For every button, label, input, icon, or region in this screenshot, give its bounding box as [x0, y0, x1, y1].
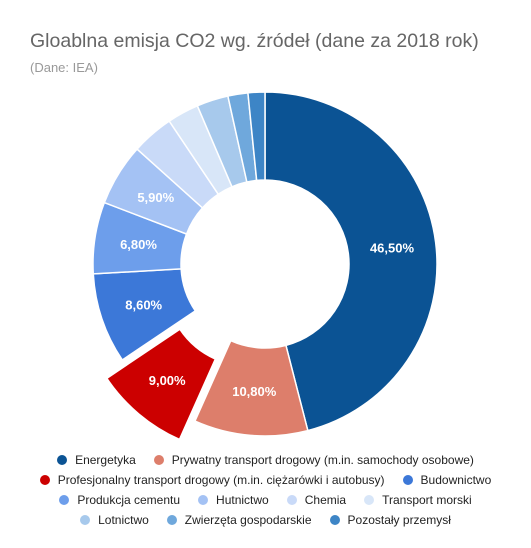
legend-item-lotnictwo: Lotnictwo: [80, 513, 149, 527]
legend: Energetyka Prywatny transport drogowy (m.…: [0, 450, 531, 530]
legend-row: Lotnictwo Zwierzęta gospodarskie Pozostały…: [0, 510, 531, 530]
legend-item-produkcja-cementu: Produkcja cementu: [59, 493, 180, 507]
legend-item-budownictwo: Budownictwo: [402, 473, 492, 487]
legend-swatch-icon: [329, 515, 340, 525]
legend-label: Profesjonalny transport drogowy (m.in. c…: [57, 473, 385, 487]
slice-prywatny-transport-drogowy-m-in-samochody-osobowe: [193, 339, 309, 437]
slice-label-produkcja-cementu: 6,80%: [120, 237, 157, 252]
legend-swatch-icon: [364, 495, 375, 505]
legend-label: Budownictwo: [420, 473, 492, 487]
donut-chart: 46,50% 10,80% 9,00% 8,60% 6,80% 5,90%: [92, 91, 438, 441]
slice-profesjonalny-transport-drogowy-m-in-ciezarowki-i-autobusy: [105, 328, 217, 441]
slice-pozostaly-przemysl: [247, 91, 266, 182]
legend-swatch-icon: [153, 455, 164, 465]
legend-row: Produkcja cementu Hutnictwo Chemia Transpor…: [0, 490, 531, 510]
slice-label-profesjonalny-transport-drogowy-m-in-ciezarowki-i-autobusy: 9,00%: [149, 373, 186, 388]
legend-swatch-icon: [59, 495, 70, 505]
slice-label-prywatny-transport-drogowy-m-in-samochody-osobowe: 10,80%: [232, 384, 277, 399]
legend-swatch-icon: [402, 475, 413, 485]
legend-label: Chemia: [304, 493, 347, 507]
legend-label: Energetyka: [75, 453, 136, 467]
chart-title: Gloablna emisja CO2 wg. źródeł (dane za …: [30, 30, 479, 52]
legend-label: Zwierzęta gospodarskie: [184, 513, 312, 527]
legend-item-chemia: Chemia: [286, 493, 347, 507]
legend-swatch-icon: [57, 455, 68, 465]
legend-swatch-icon: [286, 495, 297, 505]
slice-label-budownictwo: 8,60%: [125, 297, 162, 312]
legend-item-profesjonalny-transport-drogowy-m-in-ciezarowki-i-autobusy: Profesjonalny transport drogowy (m.in. c…: [39, 473, 385, 487]
legend-item-energetyka: Energetyka: [57, 453, 136, 467]
legend-label: Transport morski: [382, 493, 472, 507]
legend-item-zwierzeta-gospodarskie: Zwierzęta gospodarskie: [166, 513, 312, 527]
legend-item-prywatny-transport-drogowy-m-in-samochody-osobowe: Prywatny transport drogowy (m.in. samoch…: [153, 453, 474, 467]
legend-label: Prywatny transport drogowy (m.in. samoch…: [171, 453, 474, 467]
legend-swatch-icon: [166, 515, 177, 525]
legend-row: Profesjonalny transport drogowy (m.in. c…: [0, 470, 531, 490]
chart-subtitle: (Dane: IEA): [30, 60, 98, 75]
legend-swatch-icon: [198, 495, 209, 505]
legend-item-pozostaly-przemysl: Pozostały przemysł: [329, 513, 451, 527]
legend-swatch-icon: [80, 515, 91, 525]
legend-row: Energetyka Prywatny transport drogowy (m.…: [0, 450, 531, 470]
legend-item-hutnictwo: Hutnictwo: [198, 493, 269, 507]
slice-label-hutnictwo: 5,90%: [137, 190, 174, 205]
legend-item-transport-morski: Transport morski: [364, 493, 472, 507]
legend-label: Lotnictwo: [98, 513, 149, 527]
legend-label: Produkcja cementu: [77, 493, 181, 507]
slice-energetyka: [264, 91, 438, 432]
legend-label: Pozostały przemysł: [347, 513, 451, 527]
legend-label: Hutnictwo: [216, 493, 269, 507]
legend-swatch-icon: [39, 475, 50, 485]
slice-label-energetyka: 46,50%: [370, 240, 415, 255]
